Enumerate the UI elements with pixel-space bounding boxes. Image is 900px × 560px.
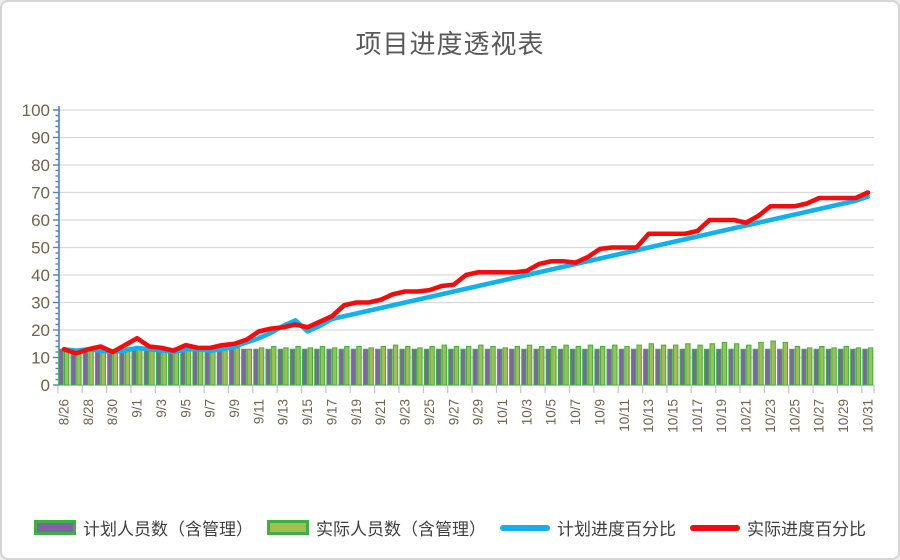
svg-text:9/19: 9/19: [349, 399, 364, 425]
svg-text:9/3: 9/3: [154, 399, 169, 418]
svg-text:10/3: 10/3: [519, 399, 534, 425]
legend-label: 实际进度百分比: [747, 520, 866, 539]
svg-text:9/1: 9/1: [130, 399, 145, 418]
svg-text:8/26: 8/26: [57, 399, 72, 425]
legend-label: 计划人员数（含管理）: [83, 520, 253, 539]
svg-text:9/11: 9/11: [251, 399, 266, 424]
svg-text:10/31: 10/31: [860, 399, 875, 433]
svg-text:10/1: 10/1: [495, 399, 510, 425]
svg-text:9/9: 9/9: [227, 399, 242, 418]
svg-text:80: 80: [31, 156, 50, 175]
svg-text:10/7: 10/7: [568, 399, 583, 425]
svg-text:9/13: 9/13: [276, 399, 291, 425]
plan-percent-line-swatch-icon: [500, 524, 550, 531]
svg-text:9/5: 9/5: [178, 399, 193, 418]
svg-text:90: 90: [31, 129, 50, 148]
svg-text:10/19: 10/19: [714, 399, 729, 433]
svg-text:100: 100: [22, 101, 50, 120]
svg-text:10/17: 10/17: [690, 399, 705, 433]
legend-label: 计划进度百分比: [557, 520, 676, 539]
svg-text:10/27: 10/27: [812, 399, 827, 433]
svg-text:70: 70: [31, 184, 50, 203]
chart-title: 项目进度透视表: [355, 29, 545, 59]
svg-text:10/13: 10/13: [641, 399, 656, 433]
plan-headcount-swatch-icon: [34, 520, 76, 535]
svg-text:60: 60: [31, 211, 50, 230]
legend-item-actual-percent: 实际进度百分比: [690, 515, 866, 540]
svg-text:0: 0: [41, 376, 50, 395]
svg-text:8/30: 8/30: [105, 399, 120, 425]
legend-item-plan-headcount: 计划人员数（含管理）: [34, 515, 253, 540]
svg-text:10/23: 10/23: [763, 399, 778, 433]
svg-text:50: 50: [31, 239, 50, 258]
legend-item-plan-percent: 计划进度百分比: [500, 515, 676, 540]
svg-text:9/23: 9/23: [398, 399, 413, 425]
svg-text:10: 10: [31, 349, 50, 368]
svg-text:9/15: 9/15: [300, 399, 315, 425]
svg-text:10/5: 10/5: [544, 399, 559, 425]
svg-text:9/17: 9/17: [324, 399, 339, 425]
actual-headcount-swatch-icon: [267, 520, 309, 535]
svg-text:10/11: 10/11: [617, 399, 632, 432]
actual-percent-line-swatch-icon: [690, 524, 740, 531]
svg-text:9/21: 9/21: [373, 399, 388, 425]
legend-label: 实际人员数（含管理）: [316, 520, 486, 539]
svg-text:9/25: 9/25: [422, 399, 437, 425]
svg-text:8/28: 8/28: [81, 399, 96, 425]
svg-text:40: 40: [31, 266, 50, 285]
svg-text:20: 20: [31, 321, 50, 340]
svg-text:30: 30: [31, 294, 50, 313]
legend-item-actual-headcount: 实际人员数（含管理）: [267, 515, 486, 540]
svg-text:10/21: 10/21: [739, 399, 754, 433]
svg-text:9/27: 9/27: [446, 399, 461, 425]
svg-text:10/15: 10/15: [666, 399, 681, 433]
svg-text:10/25: 10/25: [787, 399, 802, 433]
svg-text:9/29: 9/29: [471, 399, 486, 425]
svg-text:10/29: 10/29: [836, 399, 851, 433]
svg-text:9/7: 9/7: [203, 399, 218, 418]
legend: 计划人员数（含管理） 实际人员数（含管理） 计划进度百分比 实际进度百分比: [2, 515, 898, 540]
svg-text:10/9: 10/9: [592, 399, 607, 425]
